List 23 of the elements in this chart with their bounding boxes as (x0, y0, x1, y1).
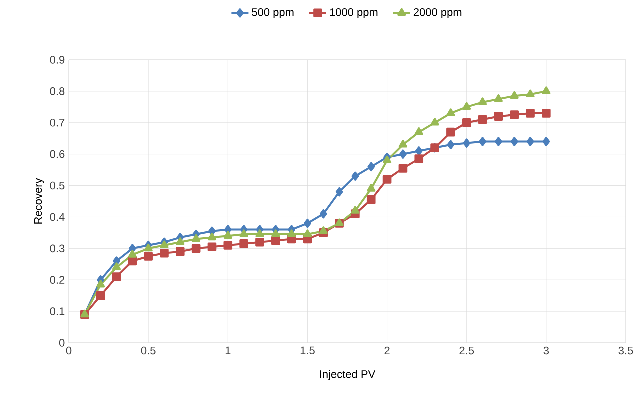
y-tick-label: 0.7 (50, 118, 65, 127)
x-tick-label: 1.5 (300, 346, 315, 355)
y-axis-title: Recovery (34, 178, 44, 224)
y-tick-label: 0.2 (50, 276, 65, 284)
x-axis-title: Injected PV (320, 370, 376, 380)
y-tick-label: 0.3 (50, 244, 65, 253)
legend-label: 500 ppm (252, 8, 294, 18)
y-tick-label: 0.9 (50, 56, 65, 64)
x-tick-label: 2 (384, 346, 390, 355)
x-tick-label: 3 (544, 346, 550, 355)
y-tick-label: 0.5 (50, 182, 65, 190)
x-tick-label: 0.5 (141, 346, 156, 355)
y-tick-label: 0.4 (50, 213, 65, 222)
x-tick-label: 0 (66, 346, 72, 355)
y-tick-label: 0.8 (50, 88, 65, 96)
y-tick-label: 0.1 (50, 308, 65, 316)
y-tick-label: 0 (59, 339, 65, 347)
x-tick-label: 1 (226, 346, 231, 354)
y-tick-label: 0.6 (50, 150, 65, 158)
x-tick-label: 2.5 (460, 346, 474, 355)
legend-label: 2000 ppm (414, 8, 462, 18)
legend-label: 1000 ppm (330, 8, 378, 18)
x-tick-label: 3.5 (618, 346, 634, 355)
